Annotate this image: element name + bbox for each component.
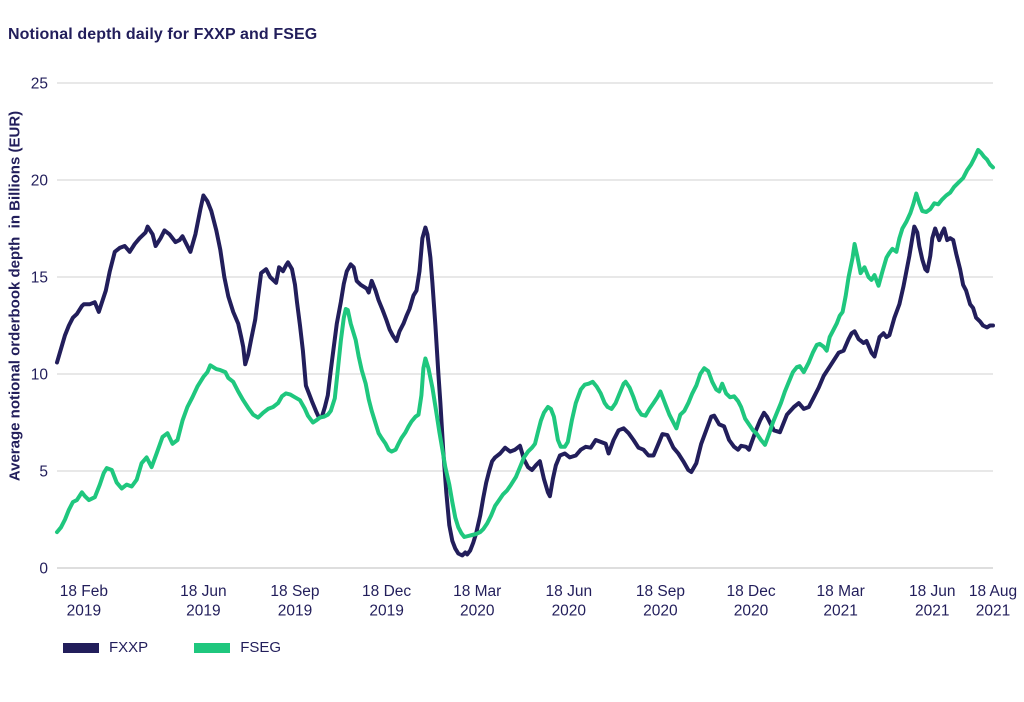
- x-tick-label-18Mar-2021: 2021: [823, 603, 857, 620]
- x-tick-label-18Mar-2020: 18 Mar: [453, 583, 501, 600]
- x-tick-label-18Dec-2020: 2020: [734, 603, 769, 620]
- x-tick-label-18Jun-2019: 2019: [186, 603, 220, 620]
- fseg-line: [55, 147, 995, 539]
- x-tick-label-18Sep-2019: 2019: [278, 603, 312, 620]
- fxxp-swatch: [63, 642, 99, 653]
- x-tick-label-18Feb-2019: 2019: [67, 603, 101, 620]
- x-tick-label-18Sep-2020: 18 Sep: [636, 583, 685, 600]
- fxxp-line: [55, 193, 995, 558]
- x-tick-label-18Jun-2021: 18 Jun: [909, 583, 956, 600]
- fseg-legend-label: FSEG: [240, 639, 282, 656]
- fseg-swatch: [194, 642, 231, 653]
- x-tick-label-18Dec-2019: 18 Dec: [362, 583, 411, 600]
- x-tick-label-18Jun-2020: 2020: [552, 603, 587, 620]
- x-tick-label-18Jun-2020: 18 Jun: [546, 583, 593, 600]
- y-tick-label-10: 10: [31, 367, 49, 384]
- x-tick-label-18Feb-2019: 18 Feb: [60, 583, 108, 600]
- x-tick-label-18Jun-2021: 2021: [915, 603, 949, 620]
- x-tick-label-18Sep-2020: 2020: [643, 603, 678, 620]
- y-tick-label-20: 20: [31, 173, 49, 190]
- x-tick-label-18Mar-2021: 18 Mar: [817, 583, 865, 600]
- legend-item-fxxp: FXXP: [63, 639, 148, 656]
- x-tick-label-18Dec-2019: 2019: [369, 603, 403, 620]
- chart-title: Notional depth daily for FXXP and FSEG: [8, 26, 318, 43]
- x-tick-label-18Aug-2021: 18 Aug: [969, 583, 1017, 600]
- x-tick-label-18Aug-2021: 2021: [976, 603, 1010, 620]
- y-tick-label-15: 15: [31, 270, 48, 287]
- legend: FXXP FSEG: [63, 639, 327, 656]
- legend-item-fseg: FSEG: [194, 639, 281, 656]
- y-tick-label-5: 5: [39, 464, 48, 481]
- fxxp-legend-label: FXXP: [109, 639, 149, 656]
- x-tick-label-18Mar-2020: 2020: [460, 603, 495, 620]
- x-tick-label-18Jun-2019: 18 Jun: [180, 583, 227, 600]
- y-tick-label-25: 25: [31, 76, 48, 93]
- y-tick-label-0: 0: [39, 561, 48, 578]
- x-tick-label-18Sep-2019: 18 Sep: [270, 583, 319, 600]
- x-tick-label-18Dec-2020: 18 Dec: [726, 583, 775, 600]
